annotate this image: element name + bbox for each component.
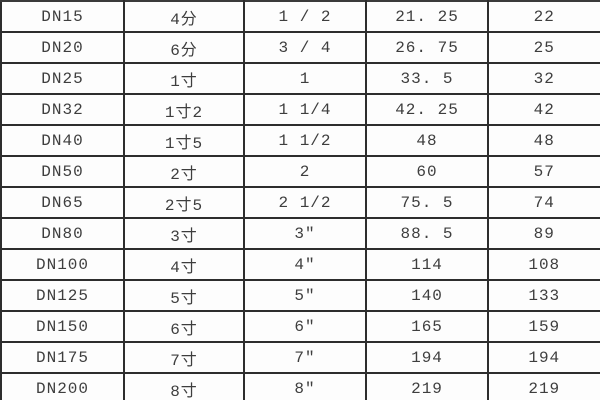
table-row: DN150 6寸 6″ 165 159 xyxy=(0,310,600,343)
cell-dn-designation: DN150 xyxy=(0,310,125,343)
table-row: DN15 4分 1 / 2 21. 25 22 xyxy=(0,0,600,33)
cell-outer-diameter-2-mm: 25 xyxy=(487,31,600,64)
cell-inch-size: 1 1/4 xyxy=(243,93,367,126)
cell-outer-diameter-mm: 42. 25 xyxy=(365,93,489,126)
cell-inch-size: 3″ xyxy=(243,217,367,250)
table-row: DN80 3寸 3″ 88. 5 89 xyxy=(0,217,600,250)
cell-outer-diameter-2-mm: 22 xyxy=(487,0,600,33)
cell-outer-diameter-2-mm: 133 xyxy=(487,279,600,312)
cell-inch-size: 2 xyxy=(243,155,367,188)
cell-outer-diameter-2-mm: 89 xyxy=(487,217,600,250)
cell-outer-diameter-mm: 75. 5 xyxy=(365,186,489,219)
table-row: DN100 4寸 4″ 114 108 xyxy=(0,248,600,281)
cell-outer-diameter-2-mm: 48 xyxy=(487,124,600,157)
cell-inch-size: 8″ xyxy=(243,372,367,400)
cell-chinese-size: 4分 xyxy=(123,0,245,33)
cell-chinese-size: 2寸 xyxy=(123,155,245,188)
cell-outer-diameter-mm: 194 xyxy=(365,341,489,374)
table-row: DN175 7寸 7″ 194 194 xyxy=(0,341,600,374)
cell-outer-diameter-mm: 140 xyxy=(365,279,489,312)
cell-chinese-size: 1寸5 xyxy=(123,124,245,157)
cell-outer-diameter-mm: 48 xyxy=(365,124,489,157)
cell-outer-diameter-2-mm: 159 xyxy=(487,310,600,343)
cell-inch-size: 7″ xyxy=(243,341,367,374)
cell-dn-designation: DN100 xyxy=(0,248,125,281)
cell-dn-designation: DN125 xyxy=(0,279,125,312)
cell-dn-designation: DN175 xyxy=(0,341,125,374)
cell-chinese-size: 6寸 xyxy=(123,310,245,343)
cell-outer-diameter-2-mm: 57 xyxy=(487,155,600,188)
table-row: DN40 1寸5 1 1/2 48 48 xyxy=(0,124,600,157)
cell-dn-designation: DN80 xyxy=(0,217,125,250)
cell-inch-size: 1 xyxy=(243,62,367,95)
cell-dn-designation: DN15 xyxy=(0,0,125,33)
cell-dn-designation: DN32 xyxy=(0,93,125,126)
cell-outer-diameter-mm: 33. 5 xyxy=(365,62,489,95)
cell-dn-designation: DN25 xyxy=(0,62,125,95)
cell-outer-diameter-2-mm: 108 xyxy=(487,248,600,281)
table-row: DN32 1寸2 1 1/4 42. 25 42 xyxy=(0,93,600,126)
cell-inch-size: 6″ xyxy=(243,310,367,343)
cell-outer-diameter-mm: 165 xyxy=(365,310,489,343)
cell-outer-diameter-2-mm: 194 xyxy=(487,341,600,374)
cell-dn-designation: DN20 xyxy=(0,31,125,64)
cell-inch-size: 5″ xyxy=(243,279,367,312)
cell-inch-size: 1 1/2 xyxy=(243,124,367,157)
table-row: DN20 6分 3 / 4 26. 75 25 xyxy=(0,31,600,64)
cell-outer-diameter-mm: 21. 25 xyxy=(365,0,489,33)
table-row: DN25 1寸 1 33. 5 32 xyxy=(0,62,600,95)
table-row: DN65 2寸5 2 1/2 75. 5 74 xyxy=(0,186,600,219)
cell-dn-designation: DN200 xyxy=(0,372,125,400)
cell-inch-size: 1 / 2 xyxy=(243,0,367,33)
cell-chinese-size: 6分 xyxy=(123,31,245,64)
cell-outer-diameter-mm: 219 xyxy=(365,372,489,400)
cell-chinese-size: 5寸 xyxy=(123,279,245,312)
cell-chinese-size: 1寸2 xyxy=(123,93,245,126)
cell-outer-diameter-2-mm: 42 xyxy=(487,93,600,126)
cell-outer-diameter-mm: 114 xyxy=(365,248,489,281)
table-row: DN50 2寸 2 60 57 xyxy=(0,155,600,188)
cell-dn-designation: DN50 xyxy=(0,155,125,188)
cell-chinese-size: 4寸 xyxy=(123,248,245,281)
cell-chinese-size: 8寸 xyxy=(123,372,245,400)
cell-chinese-size: 3寸 xyxy=(123,217,245,250)
cell-chinese-size: 1寸 xyxy=(123,62,245,95)
cell-outer-diameter-mm: 60 xyxy=(365,155,489,188)
table-row: DN200 8寸 8″ 219 219 xyxy=(0,372,600,400)
cell-inch-size: 3 / 4 xyxy=(243,31,367,64)
cell-dn-designation: DN40 xyxy=(0,124,125,157)
cell-outer-diameter-2-mm: 74 xyxy=(487,186,600,219)
table-row: DN125 5寸 5″ 140 133 xyxy=(0,279,600,312)
cell-outer-diameter-2-mm: 32 xyxy=(487,62,600,95)
cell-outer-diameter-mm: 88. 5 xyxy=(365,217,489,250)
cell-outer-diameter-mm: 26. 75 xyxy=(365,31,489,64)
cell-chinese-size: 2寸5 xyxy=(123,186,245,219)
cell-dn-designation: DN65 xyxy=(0,186,125,219)
cell-inch-size: 4″ xyxy=(243,248,367,281)
cell-chinese-size: 7寸 xyxy=(123,341,245,374)
cell-outer-diameter-2-mm: 219 xyxy=(487,372,600,400)
cell-inch-size: 2 1/2 xyxy=(243,186,367,219)
